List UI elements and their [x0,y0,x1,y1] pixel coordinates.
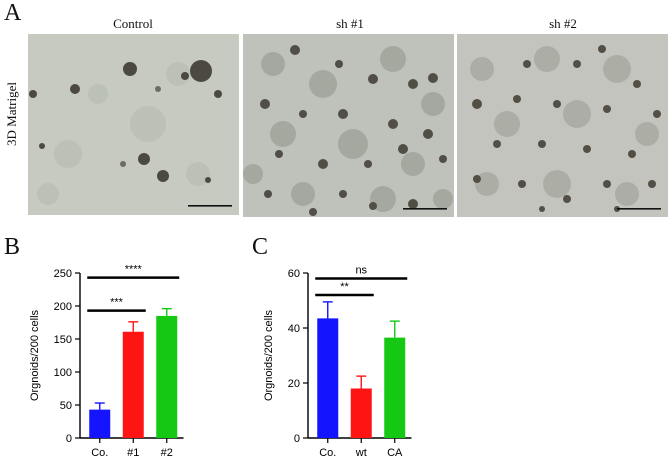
panel-label-a: A [4,0,22,26]
x-tick-label: wt [355,447,367,459]
bar-chart-b: 0 50 100 150 200 250 Orgnoids/200 cells Co. #1 #2… [29,264,184,459]
significance-label: **** [125,264,143,276]
y-tick-label: 50 [60,400,72,412]
significance-label: ns [355,265,367,277]
y-tick-label: 60 [288,268,300,280]
y-tick-label: 100 [54,367,72,379]
column-title-control: Control [113,16,153,31]
significance-label: *** [110,297,124,309]
y-tick-label: 20 [288,378,300,390]
y-tick-label: 150 [54,334,72,346]
y-axis-label: Orgnoids/200 cells [263,309,275,401]
x-tick-label: #2 [161,447,173,459]
bar-2 [156,315,178,438]
panel-label-b: B [4,234,21,260]
x-tick-label: Co. [319,447,336,459]
bar-CA [384,337,406,438]
bar-Co [317,318,339,438]
bar-wt [350,388,372,438]
bar-1 [122,331,144,438]
y-tick-label: 0 [294,433,300,445]
significance-label: ** [340,281,349,293]
x-tick-label: #1 [127,447,139,459]
column-title-sh2: sh #2 [549,16,577,31]
y-tick-label: 200 [54,301,72,313]
y-axis-label: Orgnoids/200 cells [29,309,41,401]
micrograph-control [28,34,239,215]
x-tick-label: CA [387,447,403,459]
x-tick-label: Co. [91,447,108,459]
row-label-3d-matrigel: 3D Matrigel [4,82,19,146]
bar-Co [89,409,111,438]
micrograph-sh2 [457,34,668,217]
column-title-sh1: sh #1 [336,16,364,31]
bar-chart-c: 0 20 40 60 Orgnoids/200 cells Co. wt CA ** ns [263,265,412,459]
panel-label-c: C [252,234,269,260]
y-tick-label: 250 [54,268,72,280]
y-tick-label: 40 [288,323,300,335]
micrograph-sh1 [243,34,454,217]
y-tick-label: 0 [66,433,72,445]
